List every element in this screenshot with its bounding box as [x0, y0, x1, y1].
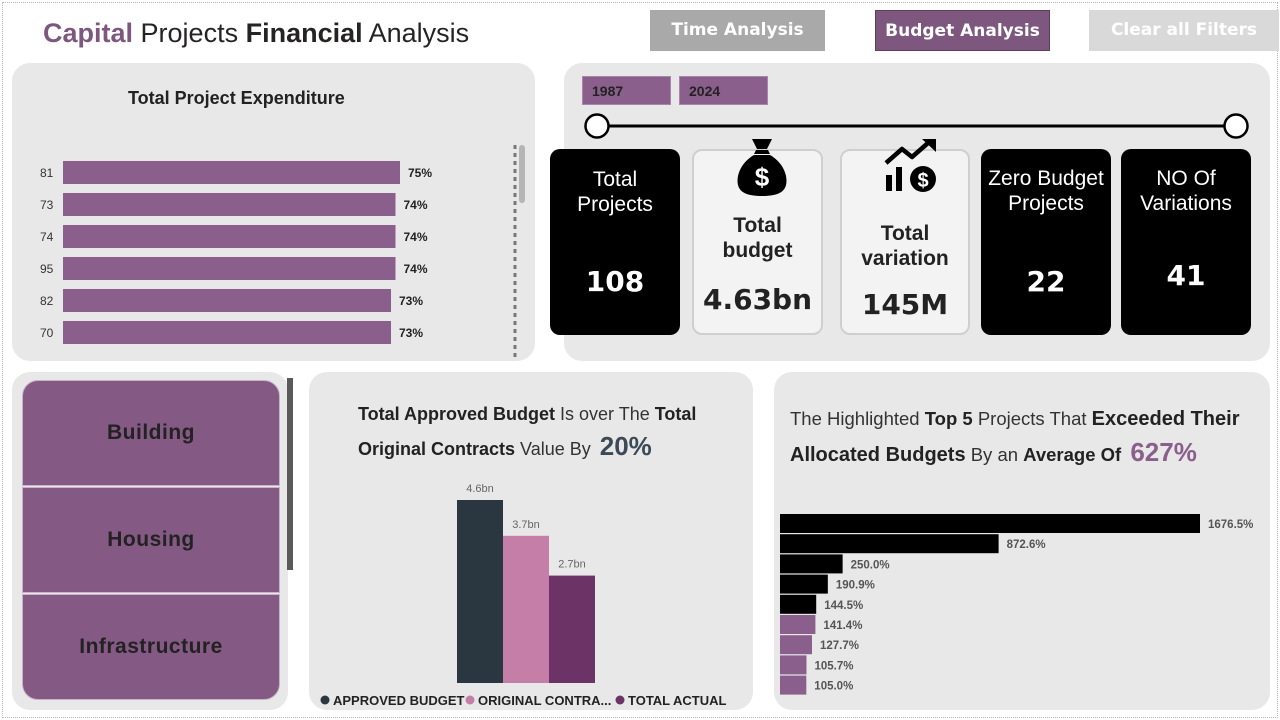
- clear-filters-button[interactable]: Clear all Filters: [1089, 10, 1279, 51]
- expenditure-value-label: 73%: [399, 326, 423, 340]
- slider-start-handle[interactable]: [584, 113, 610, 139]
- expenditure-bar[interactable]: [63, 225, 396, 248]
- overrun-bar[interactable]: [780, 615, 816, 634]
- variations-label-2: Variations: [1140, 192, 1232, 215]
- top5-percentage: 627%: [1130, 437, 1197, 467]
- total-projects-value: 108: [585, 265, 645, 298]
- total-budget-label-2: budget: [722, 239, 793, 262]
- overrun-value-label: 250.0%: [851, 559, 890, 571]
- expenditure-value-label: 74%: [404, 230, 428, 244]
- overrun-value-label: 105.7%: [814, 660, 853, 672]
- page-title: Capital Projects Financial Analysis: [43, 18, 470, 48]
- total-budget-label-1: Total: [733, 214, 782, 237]
- expenditure-bar[interactable]: [63, 193, 396, 216]
- total-budget-value: 4.63bn: [702, 283, 813, 316]
- budget-percentage: 20%: [599, 431, 652, 461]
- overrun-bar[interactable]: [780, 635, 812, 655]
- end-year-input[interactable]: 2024: [679, 76, 768, 105]
- growth-chart-icon: $: [884, 139, 936, 192]
- expenditure-value-label: 73%: [399, 294, 423, 308]
- year-range-slider[interactable]: [580, 110, 1255, 142]
- expenditure-category-label: 81: [40, 166, 54, 180]
- overrun-bar[interactable]: [780, 534, 999, 554]
- category-housing[interactable]: Housing: [22, 487, 280, 593]
- overrun-value-label: 872.6%: [1007, 539, 1046, 551]
- budget-column[interactable]: [503, 535, 549, 683]
- zero-budget-value: 22: [1026, 265, 1066, 298]
- expenditure-category-label: 74: [40, 230, 54, 244]
- overrun-value-label: 127.7%: [820, 640, 859, 652]
- svg-text:$: $: [755, 162, 770, 192]
- budget-column-label: 4.6bn: [466, 483, 494, 495]
- overrun-bar[interactable]: [780, 655, 807, 675]
- top5-chart: 1676.5% 872.6% 250.0% 190.9% 144.5% 141.4% 127…: [780, 514, 1253, 695]
- budget-heading-line2: Original Contracts Value By 20%: [358, 431, 652, 461]
- expenditure-chart: 81 75% 73 74% 74 74% 95 74% 82 73% 70 73%: [40, 145, 525, 360]
- zero-budget-label-2: Projects: [1008, 192, 1084, 215]
- svg-text:$: $: [917, 170, 928, 192]
- expenditure-scrollbar[interactable]: [519, 145, 525, 203]
- total-projects-label-1: Total: [592, 168, 638, 191]
- budget-analysis-button[interactable]: Budget Analysis: [875, 10, 1050, 51]
- budget-column-label: 2.7bn: [558, 559, 586, 571]
- expenditure-value-label: 74%: [404, 198, 428, 212]
- budget-column[interactable]: [549, 575, 595, 683]
- expenditure-bar[interactable]: [63, 257, 396, 280]
- overrun-value-label: 144.5%: [824, 600, 863, 612]
- legend-marker: [615, 695, 625, 705]
- category-infrastructure[interactable]: Infrastructure: [22, 594, 280, 700]
- variations-card: NO Of Variations 41: [1121, 149, 1251, 335]
- overrun-bar[interactable]: [780, 554, 843, 574]
- overrun-value-label: 1676.5%: [1208, 519, 1253, 531]
- expenditure-bar[interactable]: [63, 321, 392, 344]
- variations-value: 41: [1166, 259, 1206, 292]
- time-analysis-button[interactable]: Time Analysis: [650, 10, 825, 51]
- budget-column[interactable]: [457, 500, 503, 683]
- expenditure-category-label: 95: [40, 262, 54, 276]
- start-year-input[interactable]: 1987: [582, 76, 671, 105]
- total-projects-card: Total Projects 108: [550, 149, 680, 335]
- expenditure-value-label: 75%: [408, 166, 432, 180]
- legend-marker: [465, 695, 475, 705]
- expenditure-bar[interactable]: [63, 289, 392, 312]
- overrun-bar[interactable]: [780, 594, 817, 614]
- legend-label: APPROVED BUDGET: [333, 693, 465, 708]
- expenditure-category-label: 82: [40, 294, 54, 308]
- budget-heading-line1: Total Approved Budget Is over The Total: [358, 404, 697, 424]
- budget-comparison-chart: 4.6bn 3.7bn 2.7bn APPROVED BUDGET ORIGINAL …: [320, 483, 727, 708]
- zero-budget-card: Zero Budget Projects 22: [981, 149, 1111, 335]
- overrun-bar[interactable]: [780, 514, 1200, 533]
- budget-column-label: 3.7bn: [512, 519, 540, 531]
- slider-end-handle[interactable]: [1223, 113, 1249, 139]
- category-building[interactable]: Building: [22, 380, 280, 486]
- overrun-value-label: 141.4%: [823, 620, 862, 632]
- zero-budget-label-1: Zero Budget: [988, 167, 1104, 190]
- legend-label: ORIGINAL CONTRA...: [478, 693, 611, 708]
- top5-heading-line1: The Highlighted Top 5 Projects That Exce…: [790, 408, 1240, 430]
- total-projects-label-2: Projects: [577, 193, 653, 216]
- expenditure-value-label: 74%: [404, 262, 428, 276]
- overrun-bar[interactable]: [780, 574, 828, 594]
- category-scrollbar[interactable]: [287, 378, 293, 570]
- top5-heading-line2: Allocated Budgets By an Average Of 627%: [790, 437, 1197, 467]
- expenditure-category-label: 73: [40, 198, 54, 212]
- overrun-bar[interactable]: [780, 675, 807, 695]
- total-variation-value: 145M: [861, 288, 949, 321]
- total-variation-label-1: Total: [880, 222, 930, 245]
- overrun-value-label: 190.9%: [836, 580, 875, 592]
- expenditure-title: Total Project Expenditure: [128, 88, 345, 108]
- total-variation-card: $ Total variation 145M: [840, 139, 970, 335]
- overrun-value-label: 105.0%: [814, 681, 853, 693]
- total-budget-card: $ Total budget 4.63bn: [692, 139, 823, 335]
- money-bag-icon: $: [737, 139, 787, 196]
- total-variation-label-2: variation: [861, 247, 949, 270]
- expenditure-bar[interactable]: [63, 161, 400, 184]
- variations-label-1: NO Of: [1156, 167, 1216, 190]
- expenditure-category-label: 70: [40, 326, 54, 340]
- legend-marker: [320, 695, 330, 705]
- legend-label: TOTAL ACTUAL: [628, 693, 727, 708]
